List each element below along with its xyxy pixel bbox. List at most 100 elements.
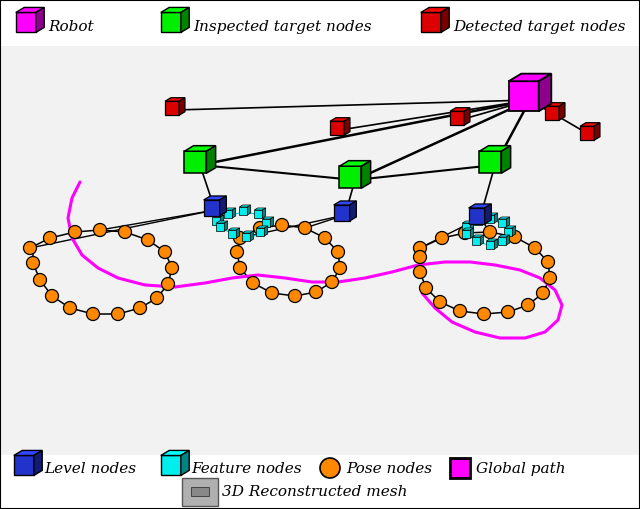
Polygon shape [161,450,189,456]
Circle shape [150,292,163,304]
Polygon shape [333,201,356,205]
Polygon shape [206,146,216,173]
Circle shape [234,262,246,274]
Polygon shape [509,81,539,111]
Polygon shape [545,106,559,120]
Polygon shape [179,98,185,115]
Polygon shape [256,226,268,228]
Polygon shape [247,205,251,215]
Text: Pose nodes: Pose nodes [346,462,432,476]
Circle shape [26,257,40,269]
Circle shape [63,301,77,315]
Polygon shape [421,13,441,33]
Polygon shape [161,456,181,475]
Polygon shape [262,219,270,227]
Polygon shape [181,8,189,33]
Polygon shape [330,118,350,121]
Polygon shape [468,208,484,224]
Circle shape [509,231,522,243]
Circle shape [543,271,557,285]
Bar [0,0,640,46]
Circle shape [68,225,81,239]
Polygon shape [462,223,470,231]
Circle shape [454,304,467,318]
Circle shape [298,221,312,235]
Circle shape [413,266,426,278]
Polygon shape [239,207,247,215]
Polygon shape [545,103,565,106]
Polygon shape [462,221,474,223]
Circle shape [435,232,449,244]
Polygon shape [509,74,551,81]
Circle shape [320,458,340,478]
Polygon shape [504,226,516,228]
Circle shape [93,223,106,237]
Polygon shape [216,221,228,223]
Polygon shape [204,200,220,216]
Circle shape [458,227,472,240]
Circle shape [529,241,541,254]
Circle shape [44,232,56,244]
Circle shape [24,241,36,254]
Polygon shape [499,219,506,227]
Circle shape [118,225,131,239]
Polygon shape [161,13,181,33]
Polygon shape [450,108,470,111]
Polygon shape [165,98,185,101]
Polygon shape [254,210,262,218]
Polygon shape [243,231,253,233]
Circle shape [433,296,447,308]
Circle shape [541,256,554,269]
Polygon shape [470,228,474,238]
Polygon shape [501,146,511,173]
Polygon shape [225,221,228,231]
Polygon shape [472,237,480,245]
Text: Robot: Robot [48,20,93,34]
Bar [0,45,640,460]
Circle shape [522,298,534,312]
Polygon shape [232,208,236,218]
Circle shape [332,245,344,259]
Circle shape [230,245,243,259]
Polygon shape [594,123,600,140]
Text: Feature nodes: Feature nodes [191,462,301,476]
Polygon shape [264,226,268,236]
Polygon shape [484,204,492,224]
Circle shape [413,241,426,254]
Polygon shape [464,108,470,125]
Polygon shape [504,228,512,236]
Circle shape [413,250,426,264]
Polygon shape [483,215,486,225]
Circle shape [234,232,246,244]
Circle shape [33,273,47,287]
Polygon shape [14,456,34,475]
Polygon shape [421,8,449,13]
Polygon shape [204,196,227,200]
Circle shape [45,290,58,302]
Text: 3D Reconstructed mesh: 3D Reconstructed mesh [222,485,408,499]
Polygon shape [220,196,227,216]
Polygon shape [580,126,594,140]
Circle shape [419,281,433,295]
Polygon shape [161,8,189,13]
Polygon shape [16,8,44,13]
Polygon shape [330,121,344,135]
Polygon shape [499,217,509,219]
Polygon shape [36,8,44,33]
Polygon shape [512,226,516,236]
Polygon shape [441,8,449,33]
Polygon shape [559,103,565,120]
Polygon shape [254,208,266,210]
Polygon shape [462,230,470,238]
Circle shape [333,262,346,274]
Bar [182,478,218,506]
Circle shape [477,307,490,321]
Polygon shape [228,230,236,238]
Polygon shape [339,166,362,188]
Polygon shape [486,239,498,241]
Circle shape [86,307,99,321]
Circle shape [159,245,172,259]
Circle shape [310,286,323,298]
Circle shape [166,262,179,274]
Polygon shape [220,215,224,225]
